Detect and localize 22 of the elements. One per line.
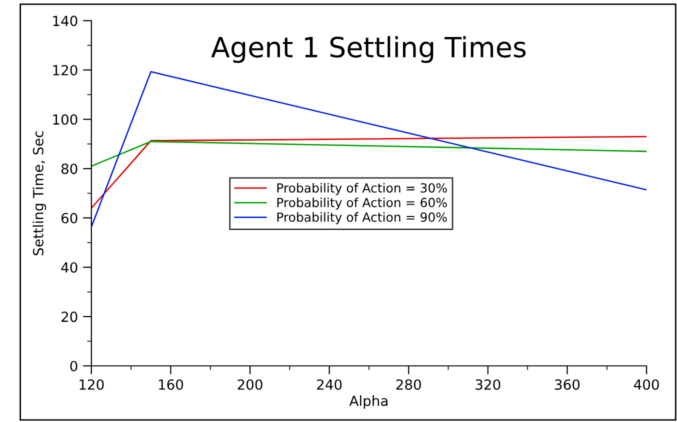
x-tick-label: 360 xyxy=(555,379,580,390)
y-tick-label: 40 xyxy=(61,262,78,273)
x-tick-label: 400 xyxy=(634,379,659,390)
text: Agent 1 Settling Times xyxy=(211,36,526,63)
y-tick-label: 140 xyxy=(53,16,78,26)
y-tick-label: 20 xyxy=(62,312,78,322)
y-tick-label: 100 xyxy=(53,114,78,125)
x-axis-title: Alpha xyxy=(349,395,388,409)
x-tick-label: 120 xyxy=(80,379,104,390)
y-tick-label: 80 xyxy=(61,164,78,174)
y-tick-label: 0 xyxy=(70,360,78,372)
x-tick-label: 200 xyxy=(238,379,262,390)
y-axis-title: Settling Time, Sec xyxy=(32,131,46,256)
legend-label: Probability of Action = 60% xyxy=(277,198,447,210)
legend-label: Probability of Action = 30% xyxy=(277,182,447,196)
x-tick-label: 320 xyxy=(476,379,500,390)
y-tick-label: 120 xyxy=(53,64,78,76)
legend-label: Probability of Action = 90% xyxy=(277,212,447,224)
x-tick-label: 280 xyxy=(396,379,421,390)
x-tick-label: 240 xyxy=(317,379,342,390)
x-tick-label: 160 xyxy=(158,379,184,390)
y-tick-label: 60 xyxy=(61,212,78,224)
